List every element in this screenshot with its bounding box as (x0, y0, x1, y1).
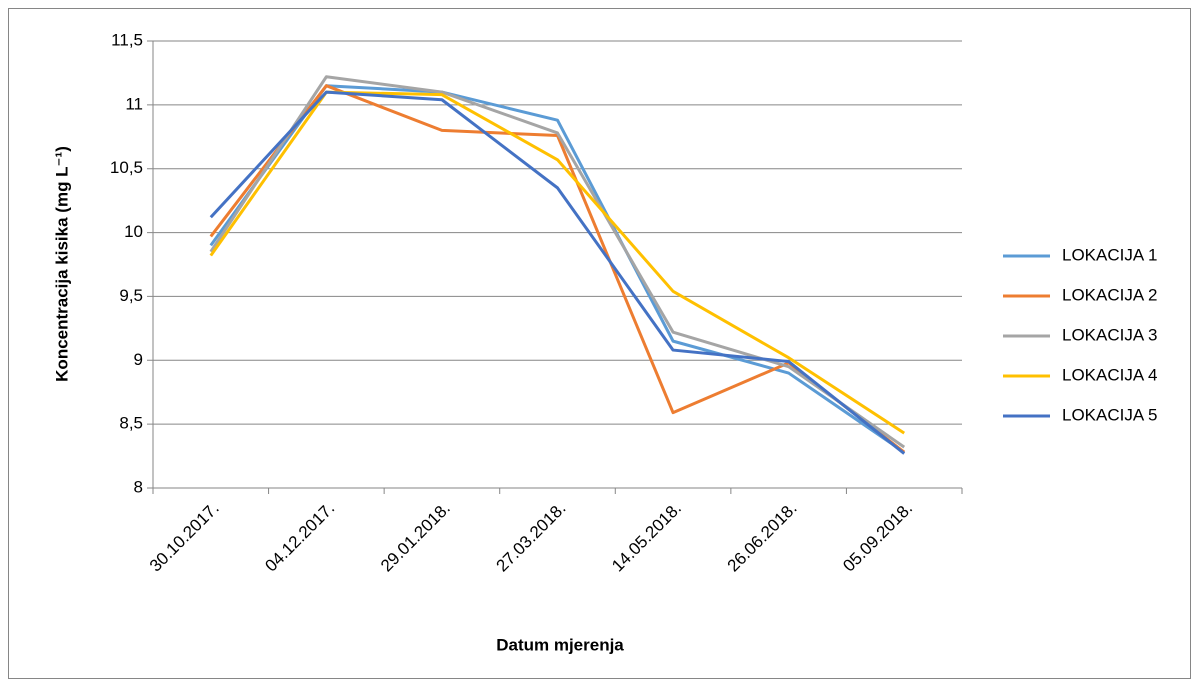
y-tick-label: 10 (124, 222, 143, 241)
y-axis-title: Koncentracija kisika (mg L⁻¹) (52, 146, 71, 382)
x-axis-title: Datum mjerenja (496, 635, 624, 654)
y-tick-label: 9 (134, 350, 143, 369)
legend-label: LOKACIJA 1 (1062, 245, 1157, 264)
y-tick-label: 10,5 (110, 158, 143, 177)
legend-label: LOKACIJA 5 (1062, 405, 1157, 424)
y-tick-label: 9,5 (119, 286, 143, 305)
legend-label: LOKACIJA 2 (1062, 285, 1157, 304)
chart-border (8, 8, 1191, 679)
y-tick-label: 8,5 (119, 414, 143, 433)
legend-label: LOKACIJA 3 (1062, 325, 1157, 344)
series-line (209, 90, 906, 455)
y-tick-label: 8 (134, 477, 143, 496)
y-tick-label: 11,5 (111, 30, 143, 49)
legend-label: LOKACIJA 4 (1062, 365, 1157, 384)
y-tick-label: 11 (125, 94, 143, 113)
series-line (209, 75, 906, 449)
